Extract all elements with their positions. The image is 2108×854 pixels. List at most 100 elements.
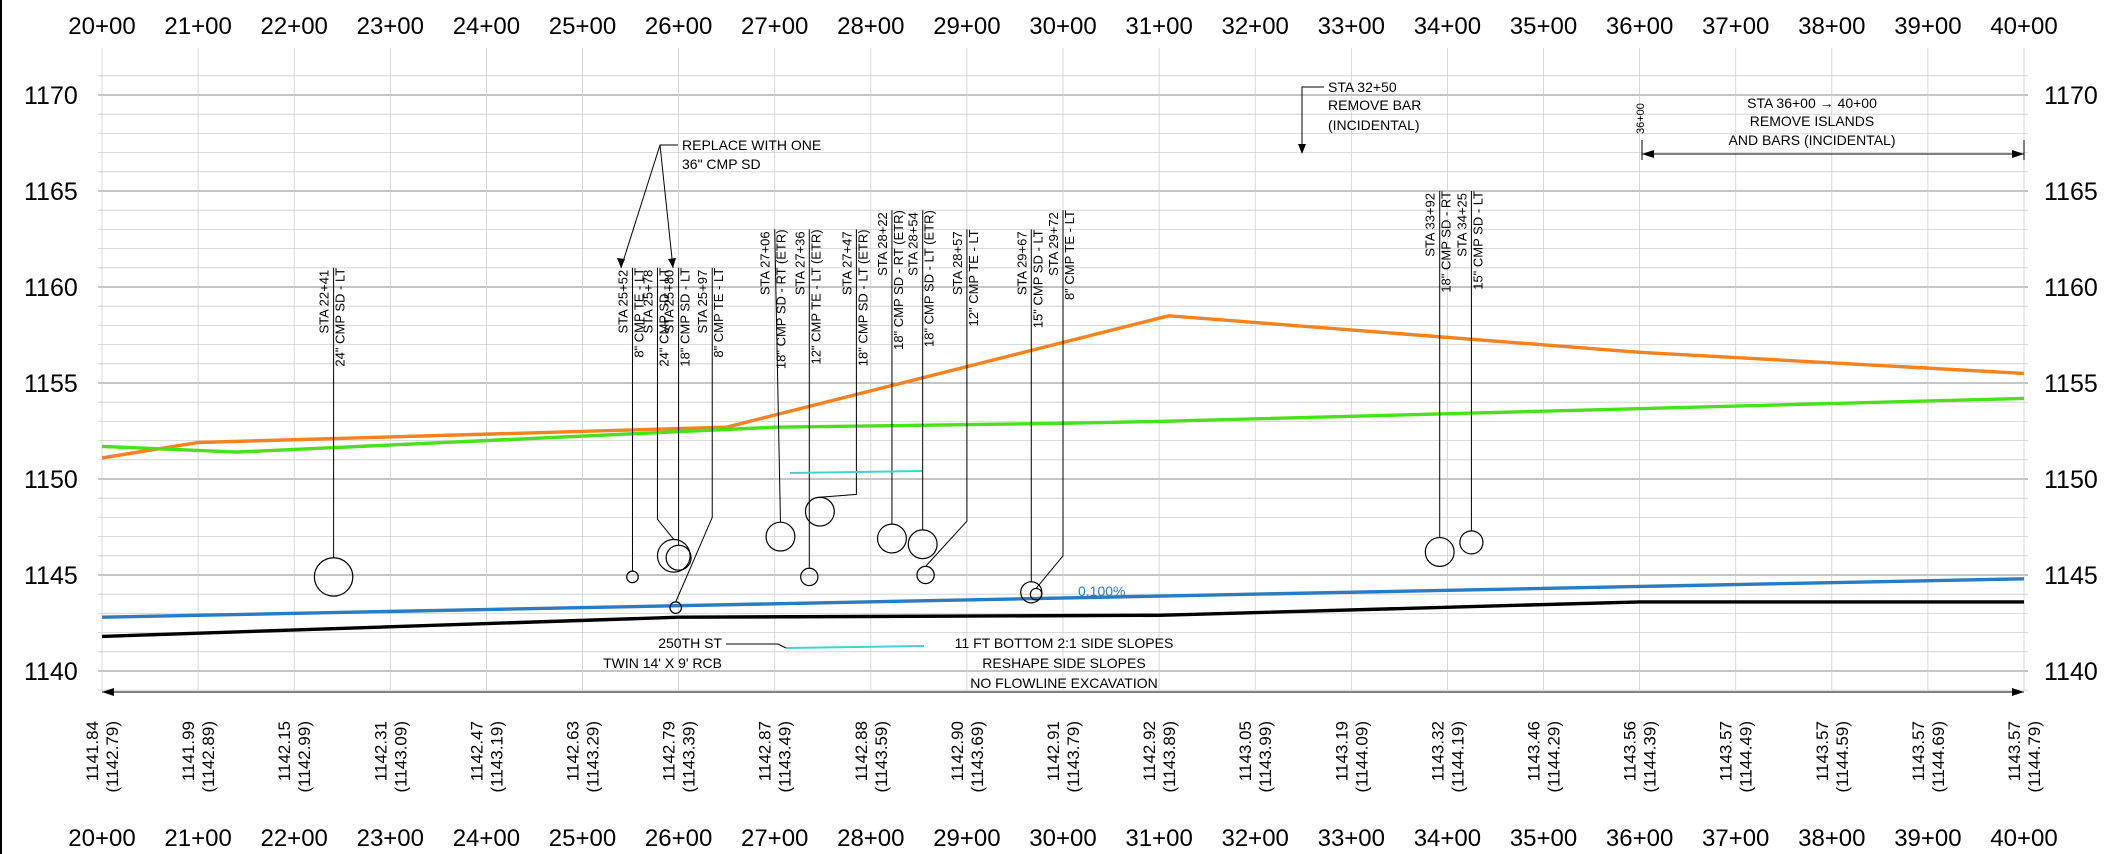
station-label-top: 36+00: [1606, 13, 1673, 40]
station-label-top: 38+00: [1798, 13, 1865, 40]
pipe-circle: [313, 557, 354, 597]
existing-elevation: (1143.79): [1064, 721, 1083, 793]
proposed-elevation: 1142.91: [1044, 721, 1063, 781]
existing-elevation: (1144.79): [2025, 721, 2044, 793]
pipe-station-label: STA 28+22: [875, 212, 890, 276]
note-replace-line2: 36" CMP SD: [682, 156, 761, 172]
pipe-size-label: 8" CMP TE - LT: [631, 268, 646, 358]
pipe-station-label: STA 28+54: [906, 212, 921, 276]
elevation-label-right: 1160: [2044, 274, 2098, 302]
pipe-station-label: STA 34+25: [1454, 193, 1469, 257]
existing-elevation: (1144.19): [1448, 721, 1467, 793]
note-channel-line3: NO FLOWLINE EXCAVATION: [970, 675, 1157, 691]
replace-leader-b: [659, 144, 674, 269]
pipe-leader: [819, 229, 857, 498]
road-leader: [726, 643, 787, 649]
existing-elevation: (1143.49): [776, 721, 795, 793]
note-leaders: [102, 86, 2025, 696]
station-label-top: 35+00: [1510, 13, 1577, 40]
station-label-top: 24+00: [453, 13, 520, 40]
proposed-elevation: 1143.57: [1717, 721, 1736, 781]
pipe-size-label: 18" CMP SD - LT: [678, 268, 693, 367]
elevation-label-right: 1140: [2044, 658, 2098, 686]
station-label-bottom: 22+00: [260, 825, 327, 852]
note-remove-bar-line2: REMOVE BAR: [1328, 97, 1421, 113]
proposed-elevation: 1142.79: [660, 721, 679, 781]
station-label-bottom: 29+00: [933, 825, 1000, 852]
pipe-circle: [1459, 530, 1484, 555]
extent-arrow-left: [102, 688, 114, 696]
elevation-label-right: 1150: [2044, 466, 2098, 494]
pipe-circle: [626, 570, 639, 584]
existing-flowline: [101, 577, 2025, 619]
notes: REPLACE WITH ONE 36" CMP SD STA 32+50 RE…: [603, 79, 1895, 691]
remove-bar-arrowhead: [1298, 144, 1306, 154]
station-label-top: 26+00: [645, 13, 712, 40]
pipe-circle: [1029, 587, 1043, 601]
station-label-bottom: 20+00: [68, 825, 135, 852]
note-road-line1: 250TH ST: [658, 635, 722, 651]
pipe-station-label: STA 25+97: [695, 270, 710, 334]
existing-elevation: (1143.09): [391, 721, 410, 793]
existing-elevation: (1143.89): [1160, 721, 1179, 793]
pipe-size-label: 8" CMP TE - LT: [1062, 210, 1077, 300]
existing-elevation: (1144.59): [1833, 721, 1852, 793]
station-label-bottom: 40+00: [1990, 825, 2057, 852]
pipe-circle: [656, 538, 691, 573]
pipe-circle: [765, 521, 796, 552]
pipe-station-label: STA 27+36: [792, 231, 807, 295]
existing-elevation: (1142.89): [199, 721, 218, 793]
station-label-bottom: 36+00: [1606, 825, 1673, 852]
existing-elevation: (1142.79): [103, 721, 122, 793]
pipe-station-label: STA 29+67: [1014, 231, 1029, 295]
note-remove-bar-line3: (INCIDENTAL): [1328, 117, 1420, 133]
station-label-bottom: 38+00: [1798, 825, 1865, 852]
proposed-elevation: 1142.47: [467, 721, 486, 781]
existing-elevation: (1144.29): [1545, 721, 1564, 793]
station-label-bottom: 35+00: [1510, 825, 1577, 852]
existing-elevation: (1142.99): [295, 721, 314, 793]
note-remove-islands-line3: AND BARS (INCIDENTAL): [1729, 132, 1896, 148]
profile-lines: [101, 314, 2025, 639]
pipe-station-label: STA 27+47: [839, 231, 854, 295]
culvert-top-line: [789, 470, 923, 474]
station-label-top: 39+00: [1894, 13, 1961, 40]
station-label-bottom: 25+00: [549, 825, 616, 852]
existing-elevation: (1143.39): [680, 721, 699, 793]
pipe-leader: [925, 229, 968, 567]
pipe-station-label: STA 25+80: [662, 270, 677, 334]
existing-elevation: (1144.49): [1737, 721, 1756, 793]
proposed-elevation: 1143.19: [1332, 721, 1351, 781]
proposed-elevation: 1143.32: [1428, 721, 1447, 781]
station-axis: 20+00 21+00 22+00 23+00 24+00 25+00 26+00 27+00…: [68, 13, 2057, 852]
elevation-label-left: 1145: [24, 562, 78, 590]
pipe-circle: [1424, 536, 1455, 567]
pipe-circle: [876, 523, 907, 554]
elevation-label-left: 1165: [24, 178, 78, 206]
existing-elevation: (1143.99): [1256, 721, 1275, 793]
existing-elevation: (1143.69): [968, 721, 987, 793]
pipe-station-label: STA 22+41: [317, 270, 332, 334]
station-label-bottom: 31+00: [1125, 825, 1192, 852]
ground-profile: [101, 396, 2025, 454]
proposed-elevation: 1142.90: [948, 721, 967, 781]
elevation-label-left: 1170: [24, 82, 78, 110]
pipe-leader: [656, 267, 675, 540]
station-label-bottom: 37+00: [1702, 825, 1769, 852]
station-label-bottom: 33+00: [1318, 825, 1385, 852]
existing-elevation: (1144.69): [1929, 721, 1948, 793]
pipe-size-label: 12" CMP TE - LT: [966, 229, 981, 326]
elevation-label-left: 1160: [24, 274, 78, 302]
existing-elevation: (1144.09): [1352, 721, 1371, 793]
station-label-bottom: 26+00: [645, 825, 712, 852]
pipe-size-label: 24" CMP SD - LT: [333, 268, 348, 367]
pipe-size-label: 18" CMP SD - LT (ETR): [922, 210, 937, 347]
station-label-top: 40+00: [1990, 13, 2057, 40]
pipe-station-label: STA 29+72: [1046, 212, 1061, 276]
proposed-elevation: 1143.05: [1236, 721, 1255, 781]
note-remove-bar-line1: STA 32+50: [1328, 79, 1397, 95]
note-sta-36-label: 36+00: [1635, 103, 1647, 134]
pipe-size-label: 12" CMP TE - LT (ETR): [808, 229, 823, 364]
pipe-size-label: 8" CMP TE - LT: [711, 268, 726, 358]
